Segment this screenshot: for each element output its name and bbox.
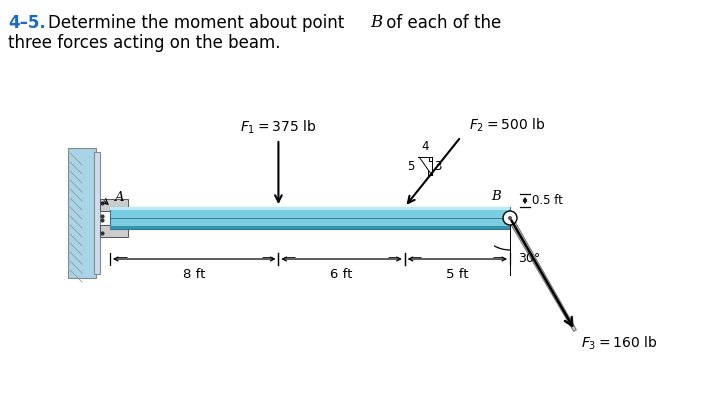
- Text: —: —: [410, 252, 422, 262]
- Text: 4–5.: 4–5.: [8, 14, 46, 32]
- Polygon shape: [110, 207, 510, 210]
- Text: A: A: [114, 191, 124, 204]
- Text: 6 ft: 6 ft: [330, 268, 353, 281]
- Circle shape: [508, 216, 512, 220]
- Text: 3: 3: [434, 160, 441, 173]
- Polygon shape: [100, 199, 128, 211]
- Text: 0.5 ft: 0.5 ft: [532, 194, 563, 207]
- Text: —: —: [116, 252, 127, 262]
- Polygon shape: [508, 217, 576, 331]
- Text: of each of the: of each of the: [381, 14, 501, 32]
- Polygon shape: [68, 148, 96, 278]
- Text: 5 ft: 5 ft: [446, 268, 469, 281]
- Polygon shape: [100, 225, 128, 237]
- Polygon shape: [110, 226, 510, 229]
- Text: 8 ft: 8 ft: [183, 268, 205, 281]
- Text: $F_3 = 160$ lb: $F_3 = 160$ lb: [581, 335, 657, 352]
- Text: —: —: [493, 252, 504, 262]
- Text: B: B: [491, 190, 501, 203]
- Text: B: B: [370, 14, 382, 31]
- Text: 5: 5: [408, 160, 415, 173]
- Text: three forces acting on the beam.: three forces acting on the beam.: [8, 34, 281, 52]
- Text: —: —: [284, 252, 295, 262]
- Text: $F_2 = 500$ lb: $F_2 = 500$ lb: [469, 116, 545, 134]
- Text: Determine the moment about point: Determine the moment about point: [48, 14, 349, 32]
- Polygon shape: [94, 152, 100, 274]
- Text: —: —: [387, 252, 399, 262]
- Text: $F_1 = 375$ lb: $F_1 = 375$ lb: [240, 119, 317, 136]
- Text: 4: 4: [421, 140, 428, 153]
- Text: —: —: [261, 252, 272, 262]
- Circle shape: [503, 211, 517, 225]
- Text: 30°: 30°: [518, 252, 540, 265]
- Polygon shape: [110, 207, 510, 229]
